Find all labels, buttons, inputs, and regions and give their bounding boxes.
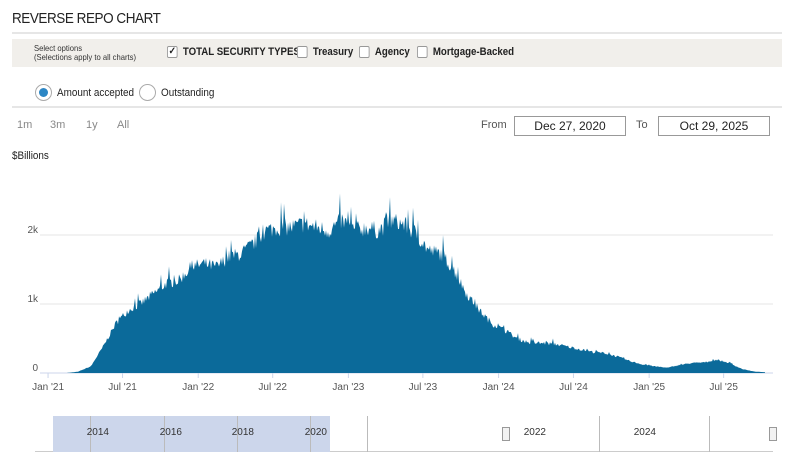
checkbox-mortgage-backed[interactable]: Mortgage-Backed xyxy=(417,46,514,58)
radio-selected-icon xyxy=(35,84,52,101)
range-1m[interactable]: 1m xyxy=(17,119,33,131)
navigator-divider xyxy=(164,416,165,452)
navigator-divider xyxy=(237,416,238,452)
checkbox-label: TOTAL SECURITY TYPES xyxy=(182,46,300,58)
navigator-label: 2024 xyxy=(633,427,656,438)
navigator-mask xyxy=(53,416,330,452)
checkbox-label: Treasury xyxy=(312,46,354,58)
navigator-label: 2022 xyxy=(523,427,546,438)
radio-amount-accepted[interactable]: Amount accepted xyxy=(35,84,143,101)
navigator-label: 2020 xyxy=(304,427,327,438)
to-label: To xyxy=(636,119,648,131)
navigator-divider xyxy=(709,416,710,452)
radio-icon xyxy=(139,84,156,101)
x-tick-label: Jan '23 xyxy=(332,382,364,393)
to-date-input[interactable]: Oct 29, 2025 xyxy=(658,116,770,136)
chart: 0 1k 2k Jan '21 Jul '21 Jan '22 Jul '22 Jan '23… xyxy=(27,193,773,393)
checkbox-box xyxy=(359,46,370,58)
check-icon: ✓ xyxy=(167,46,178,58)
x-tick-label: Jul '24 xyxy=(559,382,588,393)
y-tick-label: 0 xyxy=(32,363,38,374)
navigator-label: 2014 xyxy=(86,427,109,438)
y-tick-label: 1k xyxy=(27,294,39,305)
navigator-divider xyxy=(599,416,600,452)
radio-label: Outstanding xyxy=(161,86,215,99)
navigator-label: 2018 xyxy=(231,427,254,438)
x-tick-label: Jan '22 xyxy=(182,382,214,393)
range-1y[interactable]: 1y xyxy=(86,119,98,131)
navigator-label: 2016 xyxy=(159,427,182,438)
hint-line: Select options xyxy=(34,43,83,53)
checkbox-label: Agency xyxy=(374,46,410,58)
checkbox-box xyxy=(297,46,308,58)
navigator-divider xyxy=(310,416,311,452)
navigator-left-handle[interactable] xyxy=(502,427,510,441)
checkbox-label: Mortgage-Backed xyxy=(432,46,515,58)
checkbox-agency[interactable]: Agency xyxy=(359,46,410,58)
options-bar: Select options (Selections apply to all c… xyxy=(12,39,782,67)
range-3m[interactable]: 3m xyxy=(50,119,66,131)
page-title: REVERSE REPO CHART xyxy=(12,10,161,27)
navigator[interactable]: 2014 2016 2018 2020 2022 2024 xyxy=(35,416,777,452)
navigator-right-handle[interactable] xyxy=(769,427,777,441)
hint-line: (Selections apply to all charts) xyxy=(34,52,137,62)
x-tick-label: Jul '25 xyxy=(709,382,738,393)
series-area xyxy=(46,193,765,373)
navigator-divider xyxy=(90,416,91,452)
checkbox-box xyxy=(417,46,428,58)
divider xyxy=(12,32,782,34)
range-all[interactable]: All xyxy=(117,119,130,131)
navigator-divider xyxy=(367,416,368,452)
checkbox-treasury[interactable]: Treasury xyxy=(297,46,353,58)
y-tick-label: 2k xyxy=(27,225,39,236)
x-tick-label: Jan '24 xyxy=(483,382,515,393)
x-tick-label: Jul '23 xyxy=(409,382,438,393)
x-tick-label: Jan '21 xyxy=(32,382,64,393)
options-hint: Select options (Selections apply to all c… xyxy=(34,44,136,62)
radio-outstanding[interactable]: Outstanding xyxy=(139,84,220,101)
radio-label: Amount accepted xyxy=(57,86,135,99)
x-tick-label: Jul '21 xyxy=(108,382,137,393)
from-date-input[interactable]: Dec 27, 2020 xyxy=(514,116,626,136)
x-tick-label: Jan '25 xyxy=(633,382,665,393)
y-axis-title: $Billions xyxy=(12,150,49,162)
divider xyxy=(12,106,782,108)
from-label: From xyxy=(481,119,507,131)
x-tick-label: Jul '22 xyxy=(258,382,287,393)
checkbox-total[interactable]: ✓ TOTAL SECURITY TYPES xyxy=(167,46,300,58)
